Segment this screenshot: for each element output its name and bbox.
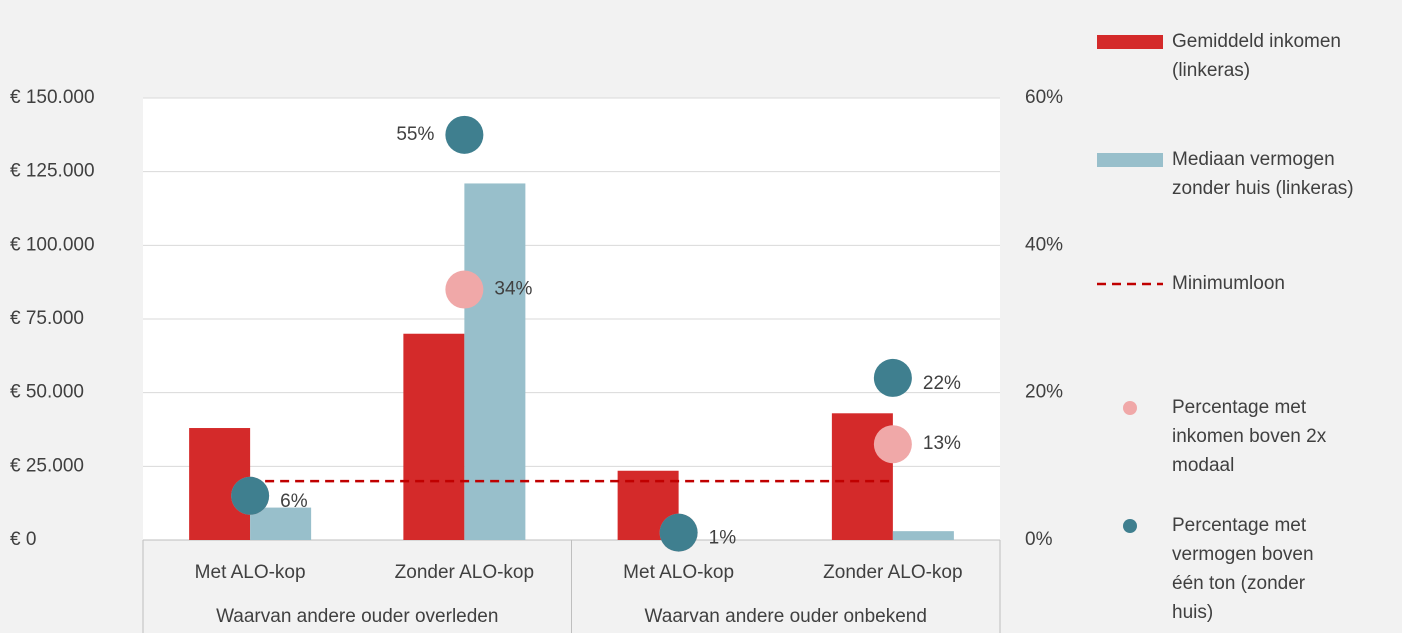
legend-swatch (1123, 519, 1137, 533)
x-tick-label: Zonder ALO-kop (823, 562, 962, 583)
point (445, 270, 484, 309)
y-tick-label: € 0 (10, 529, 36, 550)
y2-tick-label: 60% (1025, 87, 1063, 108)
y-tick-label: € 100.000 (10, 234, 95, 255)
y2-tick-label: 0% (1025, 529, 1053, 550)
y-tick-label: € 50.000 (10, 382, 84, 403)
legend-swatch (1097, 153, 1163, 167)
y-tick-label: € 25.000 (10, 455, 84, 476)
point (445, 115, 484, 154)
y-tick-label: € 150.000 (10, 87, 95, 108)
bar (464, 183, 526, 540)
legend-label: Percentage met vermogen boven één ton (zon… (1172, 515, 1314, 623)
legend-label: Mediaan vermogen zonder huis (linkeras) (1172, 149, 1354, 199)
legend-label: Minimumloon (1172, 273, 1285, 294)
group-label: Waarvan andere ouder onbekend (645, 606, 927, 627)
x-tick-label: Met ALO-kop (623, 562, 734, 583)
x-tick-label: Met ALO-kop (195, 562, 306, 583)
legend-label: Percentage met inkomen boven 2x modaal (1172, 397, 1327, 476)
legend-label: Gemiddeld inkomen (linkeras) (1172, 31, 1341, 81)
bar (403, 333, 465, 540)
y2-tick-label: 20% (1025, 382, 1063, 403)
x-tick-label: Zonder ALO-kop (395, 562, 534, 583)
data-label: 6% (280, 491, 308, 512)
point (873, 358, 912, 397)
bar (250, 507, 312, 540)
data-label: 22% (923, 373, 961, 394)
y2-tick-label: 40% (1025, 234, 1063, 255)
y-tick-label: € 125.000 (10, 161, 95, 182)
point (231, 476, 270, 515)
legend-swatch (1123, 401, 1137, 415)
data-label: 13% (923, 433, 961, 454)
bar (892, 531, 954, 540)
point (873, 425, 912, 464)
data-label: 34% (494, 279, 532, 300)
group-label: Waarvan andere ouder overleden (216, 606, 498, 627)
point (659, 513, 698, 552)
data-label: 55% (396, 124, 434, 145)
data-label: 1% (709, 528, 737, 549)
y-tick-label: € 75.000 (10, 308, 84, 329)
legend-swatch (1097, 35, 1163, 49)
